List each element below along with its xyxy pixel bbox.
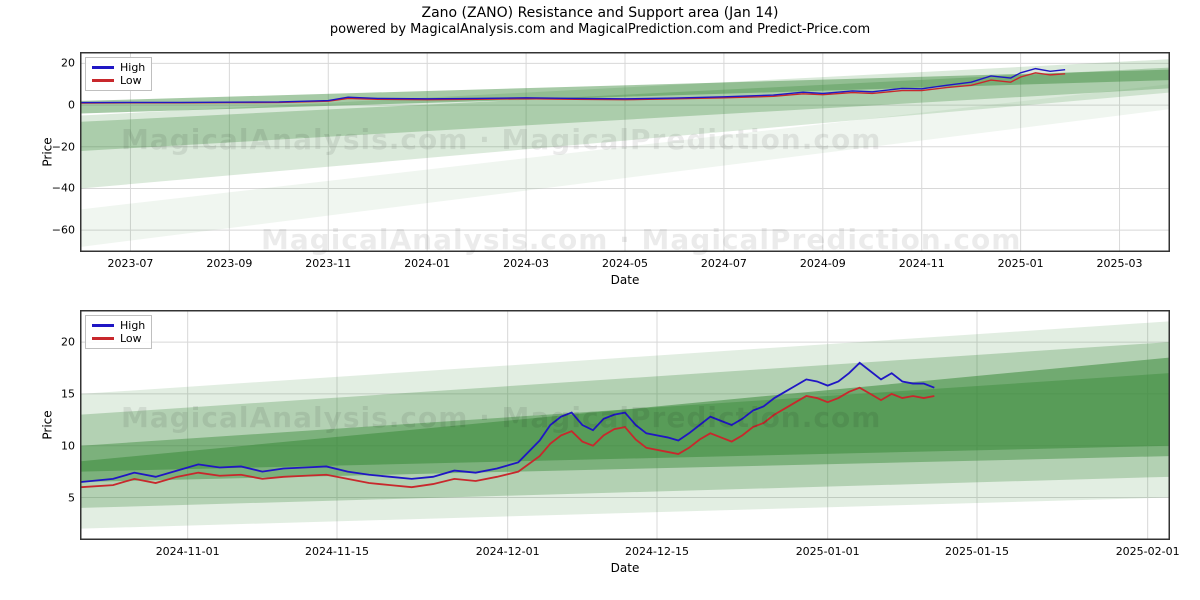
ytick-label: 20 [61,336,75,349]
chart-subtitle: powered by MagicalAnalysis.com and Magic… [0,22,1200,39]
legend-label-low: Low [120,74,142,87]
xtick-label: 2024-12-15 [625,545,689,558]
xtick-label: 2024-12-01 [476,545,540,558]
ytick-label: −60 [52,224,75,237]
bottom-chart-panel: Price Date MagicalAnalysis.com · Magical… [80,310,1170,540]
xtick-label: 2025-01-01 [796,545,860,558]
xtick-label: 2024-07 [701,257,747,270]
legend-row-high: High [92,61,145,74]
ytick-label: −40 [52,182,75,195]
xtick-label: 2025-01-15 [945,545,1009,558]
top-chart-panel: Price Date MagicalAnalysis.com · Magical… [80,52,1170,252]
ytick-label: 5 [68,491,75,504]
figure: Zano (ZANO) Resistance and Support area … [0,0,1200,600]
xtick-label: 2023-09 [206,257,252,270]
xtick-label: 2025-03 [1097,257,1143,270]
ytick-label: 10 [61,439,75,452]
legend-swatch-low [92,79,114,81]
chart-title: Zano (ZANO) Resistance and Support area … [0,0,1200,22]
xtick-label: 2024-11-15 [305,545,369,558]
legend-swatch-high [92,324,114,326]
top-xlabel: Date [611,273,640,287]
bottom-xlabel: Date [611,561,640,575]
ytick-label: −20 [52,140,75,153]
xtick-label: 2023-11 [305,257,351,270]
top-legend: High Low [85,57,152,91]
ytick-label: 15 [61,387,75,400]
xtick-label: 2024-11-01 [156,545,220,558]
legend-label-high: High [120,61,145,74]
ytick-label: 20 [61,57,75,70]
top-chart-svg [81,53,1169,251]
legend-label-low: Low [120,332,142,345]
legend-swatch-high [92,66,114,68]
xtick-label: 2024-09 [800,257,846,270]
legend-row-high: High [92,319,145,332]
xtick-label: 2025-02-01 [1116,545,1180,558]
legend-row-low: Low [92,332,145,345]
xtick-label: 2024-11 [899,257,945,270]
xtick-label: 2025-01 [998,257,1044,270]
ytick-label: 0 [68,99,75,112]
legend-swatch-low [92,337,114,339]
bottom-legend: High Low [85,315,152,349]
legend-row-low: Low [92,74,145,87]
bottom-chart-svg [81,311,1169,539]
xtick-label: 2024-03 [503,257,549,270]
xtick-label: 2024-01 [404,257,450,270]
legend-label-high: High [120,319,145,332]
xtick-label: 2023-07 [107,257,153,270]
xtick-label: 2024-05 [602,257,648,270]
bottom-ylabel: Price [41,410,55,439]
